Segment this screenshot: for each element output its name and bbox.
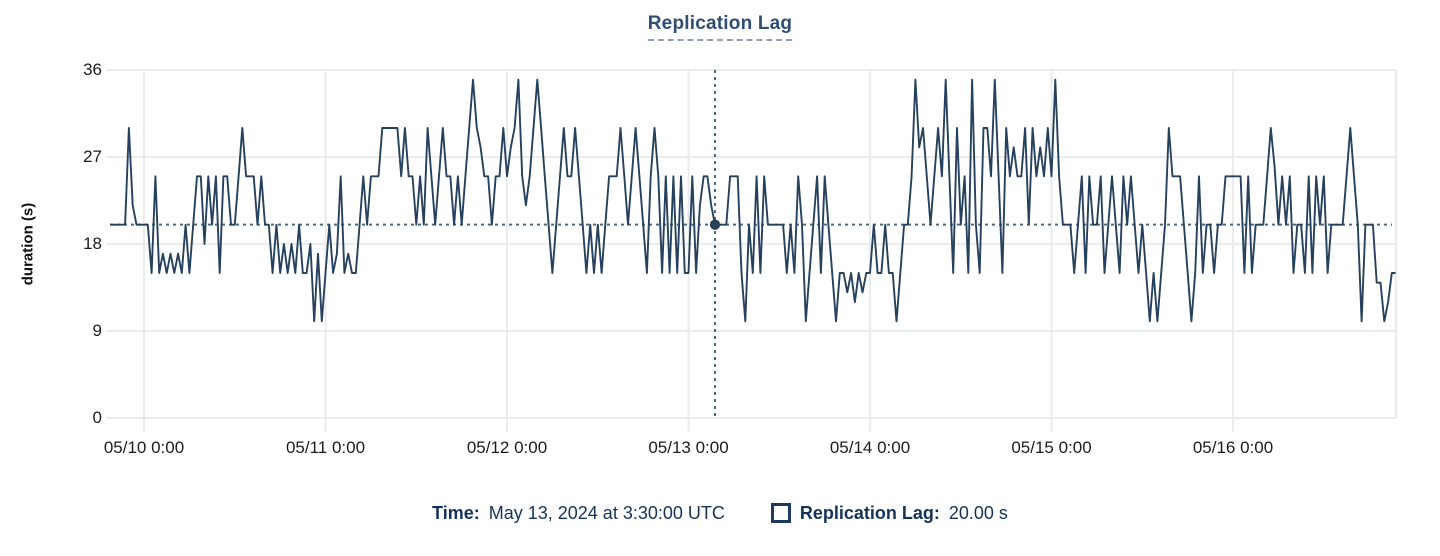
series-marker-icon (770, 503, 791, 523)
hover-readout: Time: May 13, 2024 at 3:30:00 UTC Replic… (0, 500, 1440, 526)
series-value: 20.00 s (948, 503, 1008, 523)
chart-title-row: Replication Lag (0, 13, 1440, 41)
time-value: May 13, 2024 at 3:30:00 UTC (488, 503, 725, 523)
series-line-replication-lag (110, 78, 1396, 323)
y-tick-label-36: 36 (83, 60, 102, 79)
y-tick-label-0: 0 (92, 408, 102, 427)
x-tick-label-5: 05/15 0:00 (1011, 438, 1092, 457)
plot-area[interactable] (0, 0, 1440, 480)
y-tick-label-27: 27 (83, 147, 102, 166)
y-tick-label-9: 9 (92, 321, 102, 340)
series-label: Replication Lag: (799, 503, 940, 523)
time-label: Time: (432, 503, 480, 523)
x-tick-label-4: 05/14 0:00 (829, 438, 911, 457)
y-tick-label-18: 18 (83, 234, 102, 253)
x-tick-label-1: 05/11 0:00 (285, 438, 366, 457)
x-tick-label-0: 05/10 0:00 (103, 438, 185, 457)
hover-point (709, 219, 721, 230)
x-tick-label-6: 05/16 0:00 (1192, 438, 1274, 457)
chart-title[interactable]: Replication Lag (647, 13, 793, 41)
x-tick-label-2: 05/12 0:00 (466, 438, 548, 457)
x-tick-label-3: 05/13 0:00 (648, 438, 729, 457)
